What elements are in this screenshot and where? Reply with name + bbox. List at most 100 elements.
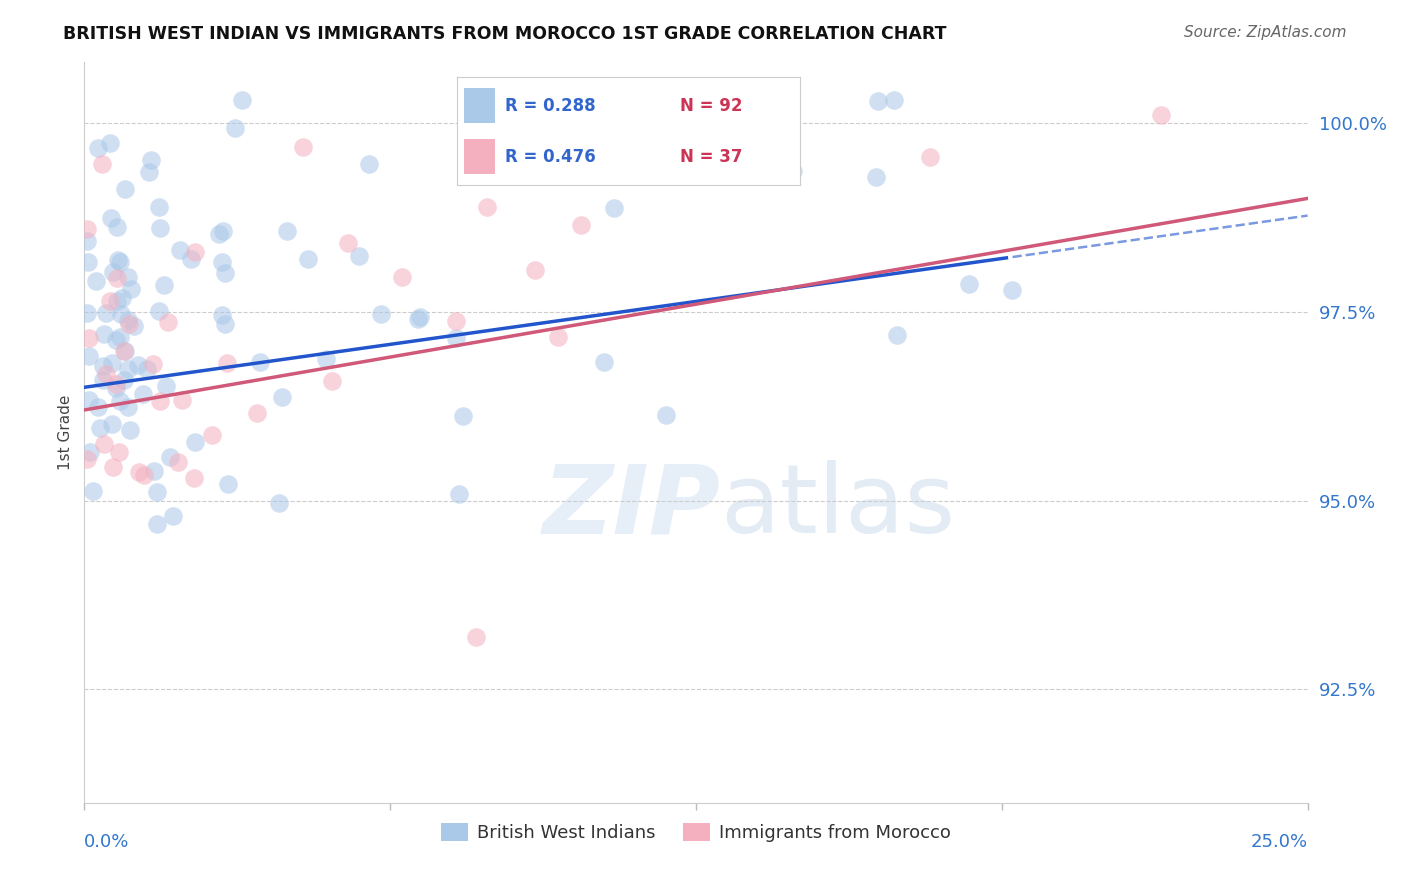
Point	[184, 434, 207, 449]
Legend: British West Indians, Immigrants from Morocco: British West Indians, Immigrants from Mo…	[434, 816, 957, 849]
Point	[108, 394, 131, 409]
Point	[77, 392, 100, 407]
Point	[685, 145, 707, 160]
Point	[267, 496, 290, 510]
Point	[208, 227, 231, 242]
Point	[156, 315, 179, 329]
Text: BRITISH WEST INDIAN VS IMMIGRANTS FROM MOROCCO 1ST GRADE CORRELATION CHART: BRITISH WEST INDIAN VS IMMIGRANTS FROM M…	[63, 25, 946, 43]
Point	[79, 445, 101, 459]
Point	[162, 509, 184, 524]
Point	[76, 306, 98, 320]
Point	[444, 331, 467, 345]
Point	[111, 291, 134, 305]
Point	[271, 390, 294, 404]
Point	[91, 156, 114, 170]
Point	[349, 249, 371, 263]
Point	[148, 200, 170, 214]
Point	[214, 266, 236, 280]
Point	[149, 394, 172, 409]
Point	[883, 93, 905, 107]
Point	[409, 310, 432, 325]
Text: Source: ZipAtlas.com: Source: ZipAtlas.com	[1184, 25, 1347, 40]
Point	[101, 265, 124, 279]
Point	[96, 306, 118, 320]
Point	[76, 221, 98, 235]
Text: 25.0%: 25.0%	[1250, 833, 1308, 851]
Point	[117, 270, 139, 285]
Point	[114, 344, 136, 359]
Point	[391, 270, 413, 285]
Point	[110, 254, 132, 268]
Point	[214, 317, 236, 331]
Point	[886, 328, 908, 343]
Point	[76, 452, 98, 467]
Point	[136, 362, 159, 376]
Point	[98, 136, 121, 150]
Point	[603, 201, 626, 215]
Point	[593, 355, 616, 369]
Point	[132, 467, 155, 482]
Point	[122, 319, 145, 334]
Point	[868, 94, 890, 108]
Point	[148, 304, 170, 318]
Point	[449, 487, 471, 501]
Point	[217, 477, 239, 491]
Point	[146, 517, 169, 532]
Text: 0.0%: 0.0%	[84, 833, 129, 851]
Point	[180, 252, 202, 267]
Point	[112, 373, 135, 387]
Point	[315, 351, 337, 366]
Text: atlas: atlas	[720, 460, 956, 553]
Point	[370, 307, 392, 321]
Point	[107, 444, 129, 458]
Point	[569, 218, 592, 232]
Point	[93, 436, 115, 450]
Point	[155, 379, 177, 393]
Point	[114, 182, 136, 196]
Point	[91, 373, 114, 387]
Point	[117, 313, 139, 327]
Point	[127, 359, 149, 373]
Point	[146, 485, 169, 500]
Point	[118, 317, 141, 331]
Point	[120, 282, 142, 296]
Point	[77, 330, 100, 344]
Point	[357, 157, 380, 171]
Point	[169, 243, 191, 257]
Point	[152, 278, 174, 293]
Point	[84, 274, 107, 288]
Point	[101, 459, 124, 474]
Point	[93, 327, 115, 342]
Point	[291, 140, 314, 154]
Point	[217, 356, 239, 370]
Y-axis label: 1st Grade: 1st Grade	[58, 395, 73, 470]
Point	[117, 362, 139, 376]
Point	[143, 464, 166, 478]
Point	[337, 235, 360, 250]
Point	[87, 141, 110, 155]
Point	[211, 308, 233, 322]
Point	[132, 387, 155, 401]
Text: ZIP: ZIP	[543, 460, 720, 553]
Point	[117, 400, 139, 414]
Point	[297, 252, 319, 266]
Point	[406, 311, 429, 326]
Point	[100, 417, 122, 431]
Point	[451, 409, 474, 424]
Point	[94, 367, 117, 381]
Point	[464, 630, 486, 644]
Point	[76, 235, 98, 249]
Point	[1001, 284, 1024, 298]
Point	[100, 211, 122, 225]
Point	[104, 381, 127, 395]
Point	[782, 163, 804, 178]
Point	[1150, 108, 1173, 122]
Point	[82, 484, 104, 499]
Point	[159, 450, 181, 465]
Point	[149, 221, 172, 235]
Point	[249, 355, 271, 369]
Point	[100, 356, 122, 370]
Point	[77, 255, 100, 269]
Point	[108, 330, 131, 344]
Point	[104, 333, 127, 347]
